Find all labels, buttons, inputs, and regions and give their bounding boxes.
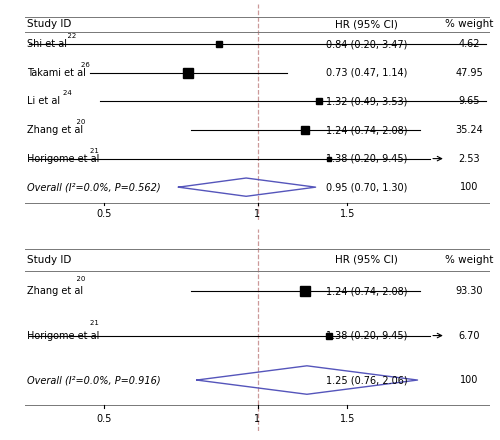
Text: 1.25 (0.76, 2.06): 1.25 (0.76, 2.06): [326, 375, 407, 385]
Text: Horigome et al: Horigome et al: [28, 154, 100, 164]
Text: 2.53: 2.53: [458, 154, 480, 164]
Text: 0.5: 0.5: [96, 209, 112, 219]
Text: 100: 100: [460, 182, 478, 192]
Text: 21: 21: [28, 147, 99, 154]
Text: Shi et al: Shi et al: [28, 39, 68, 49]
Text: 47.95: 47.95: [455, 68, 483, 78]
Text: Li et al: Li et al: [28, 96, 60, 106]
Text: HR (95% CI): HR (95% CI): [336, 255, 398, 265]
Text: Overall (I²=0.0%, P=0.916): Overall (I²=0.0%, P=0.916): [28, 375, 161, 385]
Text: 20: 20: [28, 275, 86, 282]
Text: 0.84 (0.20, 3.47): 0.84 (0.20, 3.47): [326, 39, 407, 49]
Text: 1.38 (0.20, 9.45): 1.38 (0.20, 9.45): [326, 330, 407, 341]
Text: 1.5: 1.5: [340, 414, 355, 424]
Text: 1.32 (0.49, 3.53): 1.32 (0.49, 3.53): [326, 96, 407, 106]
Text: 93.30: 93.30: [456, 286, 483, 296]
Text: Zhang et al: Zhang et al: [28, 125, 84, 135]
Text: % weight: % weight: [445, 255, 494, 265]
Text: Study ID: Study ID: [28, 19, 72, 29]
Text: 21: 21: [28, 320, 99, 326]
Text: 20: 20: [28, 119, 86, 125]
Text: 0.73 (0.47, 1.14): 0.73 (0.47, 1.14): [326, 68, 407, 78]
Text: 26: 26: [28, 62, 90, 68]
Text: 1.38 (0.20, 9.45): 1.38 (0.20, 9.45): [326, 154, 407, 164]
Text: 0.5: 0.5: [96, 414, 112, 424]
Text: 1.24 (0.74, 2.08): 1.24 (0.74, 2.08): [326, 125, 407, 135]
Text: 1: 1: [254, 209, 260, 219]
Text: 9.65: 9.65: [458, 96, 480, 106]
Text: 24: 24: [28, 91, 72, 96]
Text: 1.24 (0.74, 2.08): 1.24 (0.74, 2.08): [326, 286, 407, 296]
Text: 100: 100: [460, 375, 478, 385]
Text: Horigome et al: Horigome et al: [28, 330, 100, 341]
Text: 0.95 (0.70, 1.30): 0.95 (0.70, 1.30): [326, 182, 407, 192]
Text: 22: 22: [28, 33, 76, 40]
Text: Overall (I²=0.0%, P=0.562): Overall (I²=0.0%, P=0.562): [28, 182, 161, 192]
Text: 4.62: 4.62: [458, 39, 480, 49]
Text: 1.5: 1.5: [340, 209, 355, 219]
Text: HR (95% CI): HR (95% CI): [336, 19, 398, 29]
Text: 35.24: 35.24: [455, 125, 483, 135]
Text: Takami et al: Takami et al: [28, 68, 86, 78]
Text: % weight: % weight: [445, 19, 494, 29]
Text: Zhang et al: Zhang et al: [28, 286, 84, 296]
Text: Study ID: Study ID: [28, 255, 72, 265]
Text: 1: 1: [254, 414, 260, 424]
Text: 6.70: 6.70: [458, 330, 480, 341]
